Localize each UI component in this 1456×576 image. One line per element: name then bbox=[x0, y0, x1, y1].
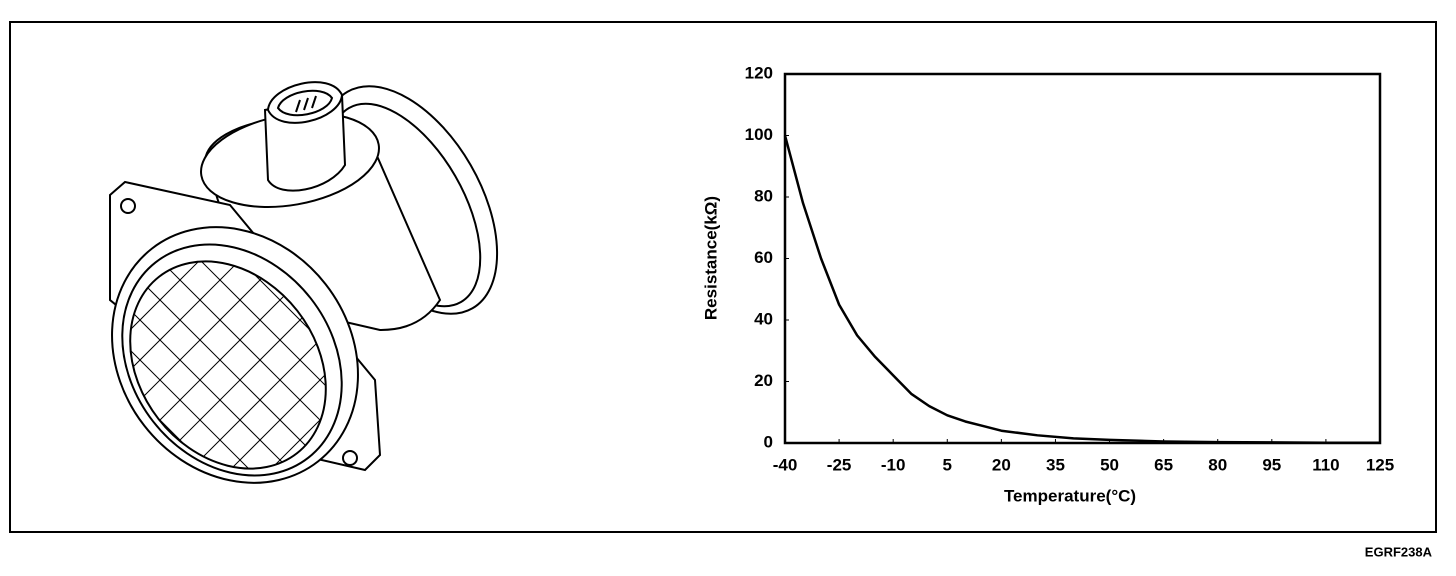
y-tick-label: 20 bbox=[754, 371, 773, 390]
y-tick-label: 120 bbox=[745, 63, 773, 82]
line bbox=[783, 135, 1380, 444]
x-tick-label: 95 bbox=[1262, 455, 1281, 474]
x-tick-label: 35 bbox=[1046, 455, 1065, 474]
x-tick-label: 50 bbox=[1100, 455, 1119, 474]
x-tick-label: 20 bbox=[992, 455, 1011, 474]
sensor-illustration bbox=[89, 81, 499, 508]
x-tick-label: 5 bbox=[943, 455, 952, 474]
plot-frame bbox=[783, 72, 1382, 445]
x-tick-label: 65 bbox=[1154, 455, 1173, 474]
y-tick-label: 0 bbox=[764, 432, 773, 451]
x-tick-label: -25 bbox=[827, 455, 852, 474]
figure-frame bbox=[9, 21, 1437, 533]
x-tick-label: 110 bbox=[1312, 455, 1339, 474]
x-axis-label: Temperature(°C) bbox=[1004, 486, 1136, 505]
y-tick-label: 100 bbox=[745, 125, 773, 144]
y-axis-label: Resistance(kΩ) bbox=[701, 196, 720, 320]
x-tick-label: 125 bbox=[1366, 455, 1394, 474]
x-tick-label: -40 bbox=[773, 455, 798, 474]
x-tick-label: 80 bbox=[1208, 455, 1227, 474]
y-tick-label: 60 bbox=[754, 248, 773, 267]
y-tick-label: 80 bbox=[754, 186, 773, 205]
figure-code: EGRF238A bbox=[1365, 544, 1433, 559]
x-tick-label: -10 bbox=[881, 455, 906, 474]
y-tick-label: 40 bbox=[754, 309, 773, 328]
